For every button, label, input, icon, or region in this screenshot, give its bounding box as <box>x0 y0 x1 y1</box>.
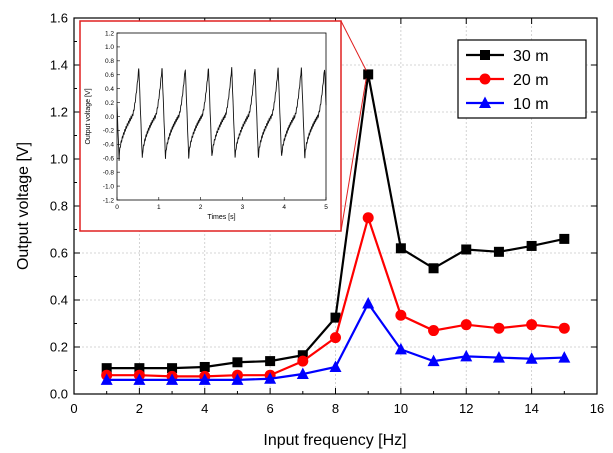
legend-marker <box>479 73 491 85</box>
axis-layer: 0 2 4 6 8 10 12 14 160.00.20.40.60.81.01.21.41.6 <box>50 11 604 417</box>
data-point <box>461 244 472 255</box>
x-tick-label: 14 <box>524 401 538 416</box>
data-point <box>526 319 538 331</box>
data-point <box>166 373 179 385</box>
x-tick-label: 6 <box>267 401 274 416</box>
inset-y-tick-label: -1.2 <box>103 197 115 204</box>
data-point <box>395 309 407 321</box>
inset-y-tick-label: 0.6 <box>105 72 114 79</box>
data-point <box>394 342 407 355</box>
legend-label: 20 m <box>513 72 549 89</box>
y-tick-label: 0.0 <box>50 387 68 402</box>
data-point <box>167 363 178 374</box>
data-point <box>101 363 112 374</box>
series-30m <box>101 69 570 374</box>
data-point <box>330 332 341 344</box>
data-point <box>395 243 406 254</box>
y-tick-label: 0.4 <box>50 293 68 308</box>
inset-x-tick-label: 3 <box>241 204 245 211</box>
x-tick-label: 16 <box>590 401 604 416</box>
inset-layer: 0 1 2 3 4 5 1.2 1.0 0.8 0.6 0.4 0.2 0.0 -0.2 -0.4 -0.6 -… <box>79 20 367 232</box>
y-tick-label: 0.8 <box>50 199 68 214</box>
data-point <box>329 360 342 372</box>
inset-x-axis-title: Times [s] <box>207 214 235 221</box>
inset-waveform-line <box>116 67 327 161</box>
legend-marker <box>479 96 491 108</box>
data-point <box>100 373 113 385</box>
data-point <box>232 357 243 368</box>
zoom-connector-line <box>340 78 367 232</box>
data-point <box>493 322 505 334</box>
data-point <box>134 363 145 374</box>
data-point <box>493 246 504 257</box>
data-point <box>428 325 440 337</box>
data-point <box>133 373 146 385</box>
y-tick-label: 1.6 <box>50 11 68 26</box>
series-10m <box>100 297 571 385</box>
legend-label: 30 m <box>513 48 549 65</box>
data-point <box>427 354 440 367</box>
data-point <box>265 356 276 367</box>
inset-x-tick-label: 5 <box>324 204 328 211</box>
data-point <box>460 319 472 331</box>
inset-y-tick-label: 0.4 <box>105 86 114 93</box>
x-tick-label: 4 <box>201 401 208 416</box>
legend-label: 10 m <box>513 96 549 113</box>
data-point <box>264 372 277 384</box>
data-point <box>558 351 571 363</box>
inset-y-tick-label: 1.0 <box>105 44 114 51</box>
data-point <box>362 212 374 224</box>
data-point <box>492 351 505 363</box>
inset-y-tick-label: -0.4 <box>103 142 115 149</box>
inset-y-tick-label: 0.2 <box>105 100 114 107</box>
data-point <box>525 352 538 364</box>
inset-y-tick-label: -0.6 <box>103 156 115 163</box>
inset-y-tick-label: -1.0 <box>103 183 115 190</box>
inset-y-tick-label: 0.8 <box>105 58 114 65</box>
inset-x-tick-label: 1 <box>157 204 161 211</box>
x-tick-label: 12 <box>459 401 473 416</box>
data-point <box>199 361 210 372</box>
data-point <box>559 233 570 244</box>
data-point <box>558 322 570 334</box>
zoom-connector-line <box>340 20 367 71</box>
inset-x-tick-label: 2 <box>199 204 203 211</box>
y-tick-label: 1.4 <box>50 58 68 73</box>
legend: 30 m 20 m 10 m <box>457 39 587 119</box>
y-axis-title: Output voltage [V] <box>15 142 32 270</box>
data-point <box>362 297 375 309</box>
inset-y-tick-label: 1.2 <box>105 30 114 37</box>
inset-x-tick-label: 4 <box>282 204 286 211</box>
data-point <box>198 373 211 385</box>
x-tick-label: 10 <box>394 401 408 416</box>
x-tick-label: 0 <box>70 401 77 416</box>
data-point <box>297 350 308 361</box>
inset-border <box>79 20 342 232</box>
x-tick-label: 2 <box>136 401 143 416</box>
data-point <box>296 367 309 380</box>
data-point <box>363 69 374 80</box>
data-point <box>428 263 439 274</box>
series-layer <box>100 69 571 385</box>
y-tick-label: 0.6 <box>50 246 68 261</box>
data-point <box>297 355 309 367</box>
inset-y-tick-label: -0.2 <box>103 128 115 135</box>
inset-y-tick-label: 0.0 <box>105 114 114 121</box>
y-tick-label: 0.2 <box>50 340 68 355</box>
y-tick-label: 1.2 <box>50 105 68 120</box>
data-point <box>330 312 341 323</box>
legend-marker <box>480 50 490 60</box>
data-point <box>526 240 537 251</box>
x-axis-title: Input frequency [Hz] <box>263 432 406 449</box>
inset-y-axis-title: Output voltage [V] <box>85 88 92 144</box>
y-tick-label: 1.0 <box>50 152 68 167</box>
inset-y-tick-label: -0.8 <box>103 169 115 176</box>
data-point <box>231 373 244 385</box>
x-tick-label: 8 <box>332 401 339 416</box>
data-point <box>460 349 473 362</box>
inset-x-tick-label: 0 <box>115 204 119 211</box>
